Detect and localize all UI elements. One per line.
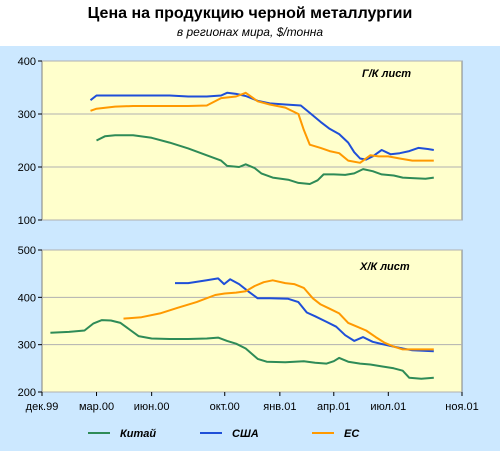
series-line-eu: [123, 279, 434, 351]
series-line-china: [96, 134, 434, 185]
x-tick-label: янв.01: [263, 401, 296, 413]
legend-label: ЕС: [344, 428, 360, 440]
y-tick-label: 400: [18, 56, 36, 68]
subtitle-regions: в регионах мира: [176, 25, 270, 39]
y-tick-label: 200: [18, 162, 36, 174]
series-line-usa: [175, 277, 434, 353]
x-axis: дек.99 мар.00 июн.00 окт.00 янв.01 апр.01 июл.…: [26, 392, 479, 413]
series-line-usa: [89, 91, 434, 161]
panel-cold-rolled: 200 300 400 500 Х/К лист: [18, 245, 463, 399]
panel-label: Х/К лист: [359, 261, 410, 273]
plot-area: [41, 60, 463, 221]
series-line-eu: [90, 91, 434, 164]
series-line-china: [50, 319, 434, 380]
legend: Китай США ЕС: [88, 428, 360, 440]
title-box: Цена на продукцию черной металлургии в р…: [0, 0, 500, 46]
panel-hot-rolled: 100 200 300 400 Г/К лист: [18, 56, 463, 227]
y-tick-label: 400: [18, 292, 36, 304]
x-tick-label: дек.99: [26, 401, 59, 413]
x-tick-label: июн.00: [134, 401, 170, 413]
y-tick-label: 100: [18, 215, 36, 227]
x-tick-label: мар.00: [79, 401, 114, 413]
x-tick-label: ноя.01: [445, 401, 478, 413]
panel-label: Г/К лист: [362, 68, 411, 80]
x-tick-label: июл.01: [370, 401, 406, 413]
y-tick-label: 300: [18, 109, 36, 121]
y-tick-label: 200: [18, 387, 36, 399]
legend-label: Китай: [120, 428, 156, 440]
legend-label: США: [232, 428, 259, 440]
x-tick-label: апр.01: [317, 401, 350, 413]
y-tick-label: 500: [18, 245, 36, 257]
chart-subtitle: в регионах мира, $/тонна: [0, 25, 500, 39]
subtitle-units: , $/тонна: [269, 25, 324, 39]
y-tick-label: 300: [18, 340, 36, 352]
chart-title: Цена на продукцию черной металлургии: [87, 5, 413, 22]
x-tick-label: окт.00: [210, 401, 240, 413]
